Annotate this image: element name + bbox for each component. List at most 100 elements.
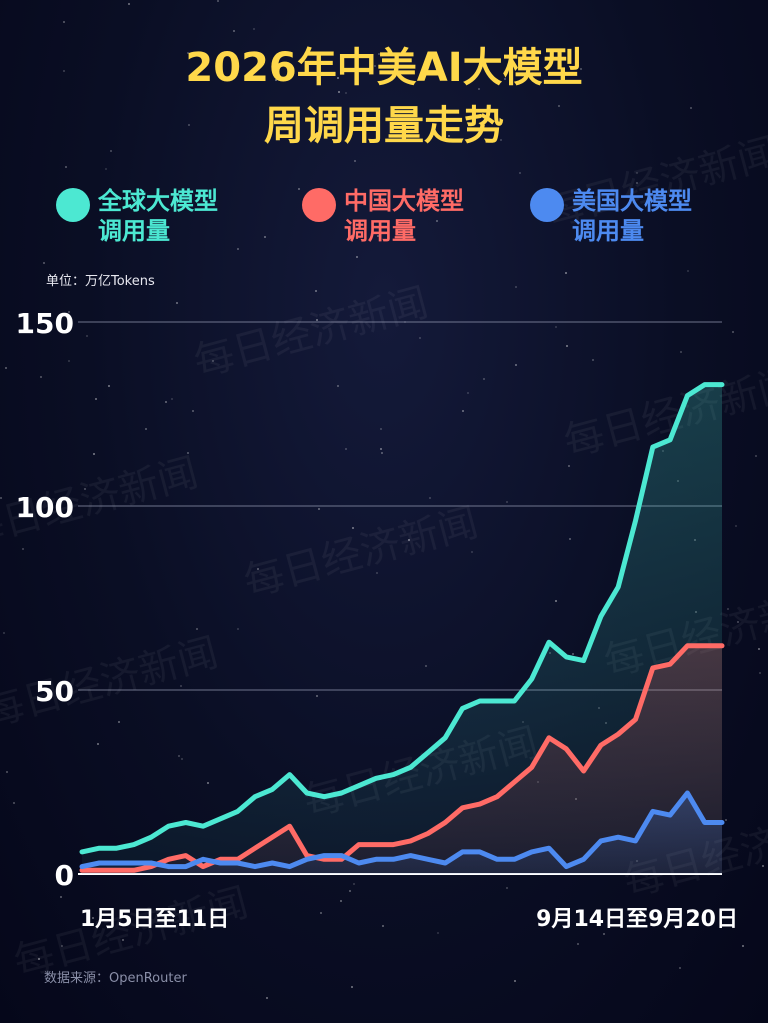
legend-label-china-line1: 中国大模型 — [344, 187, 464, 215]
star — [108, 385, 111, 388]
chart-title-line2: 周调用量走势 — [264, 103, 504, 149]
star — [351, 986, 354, 989]
star — [94, 398, 97, 401]
star — [419, 336, 422, 339]
y-tick-label-0: 0 — [55, 859, 74, 892]
star — [436, 219, 439, 222]
star — [265, 996, 268, 999]
star — [60, 896, 63, 899]
star — [754, 454, 757, 457]
star — [22, 547, 25, 550]
star — [68, 359, 71, 362]
star — [741, 945, 744, 948]
tick-layer: 0 50 100 150 1月5日至11日 9月14日至9月20日 — [16, 307, 738, 932]
line-layer — [79, 382, 725, 873]
legend-label-china: 中国大模型 调用量 — [344, 186, 464, 246]
star — [314, 290, 317, 293]
star — [12, 801, 15, 804]
star — [467, 391, 470, 394]
star — [6, 771, 9, 774]
star — [506, 501, 509, 504]
star — [176, 301, 179, 304]
star — [429, 497, 432, 499]
star — [352, 526, 355, 529]
star — [104, 167, 107, 170]
star — [379, 447, 382, 450]
star — [380, 427, 383, 430]
star — [43, 261, 46, 264]
star — [191, 410, 194, 413]
star — [232, 30, 235, 33]
star — [375, 572, 378, 574]
line-china — [79, 643, 725, 873]
star — [178, 754, 181, 757]
star — [110, 150, 113, 153]
star — [86, 334, 89, 337]
star — [257, 567, 260, 570]
star — [758, 672, 761, 675]
star — [186, 452, 189, 455]
star — [736, 621, 739, 624]
legend-label-us: 美国大模型 调用量 — [572, 186, 692, 246]
unit-label: 单位：万亿Tokens — [46, 274, 155, 289]
star — [579, 68, 582, 70]
legend-item-china: 中国大模型 调用量 — [302, 186, 464, 246]
star — [724, 818, 727, 821]
star — [482, 378, 485, 381]
star — [557, 105, 560, 108]
star — [758, 647, 761, 650]
star — [83, 487, 86, 490]
star — [518, 171, 521, 174]
star — [470, 551, 473, 554]
star — [554, 600, 557, 603]
line-global — [79, 382, 725, 855]
star — [569, 537, 572, 540]
star — [565, 344, 568, 347]
star — [555, 326, 558, 329]
star — [461, 409, 464, 412]
star — [92, 916, 95, 919]
star — [122, 938, 125, 941]
legend-label-global-line2: 调用量 — [98, 217, 170, 245]
legend-label-global-line1: 全球大模型 — [98, 187, 218, 215]
star — [345, 448, 348, 451]
star — [0, 496, 3, 499]
star — [635, 181, 638, 184]
star — [128, 3, 131, 6]
star — [67, 311, 70, 314]
area-layer — [82, 384, 722, 874]
star — [5, 366, 8, 369]
star — [195, 627, 198, 630]
star — [376, 234, 379, 237]
star — [264, 236, 267, 239]
star — [407, 538, 410, 541]
star — [275, 78, 278, 81]
star — [337, 76, 340, 79]
star — [731, 331, 734, 334]
star — [680, 351, 683, 354]
star — [356, 256, 359, 259]
star — [344, 91, 347, 94]
star — [514, 364, 517, 367]
star — [253, 28, 256, 31]
star — [61, 944, 63, 947]
star — [349, 889, 352, 892]
star — [316, 318, 318, 321]
star — [686, 269, 689, 272]
star — [187, 124, 190, 127]
star — [237, 627, 240, 630]
star — [679, 966, 682, 969]
legend-label-us-line1: 美国大模型 — [572, 187, 692, 215]
star — [591, 358, 594, 361]
star — [63, 69, 66, 72]
chart-title-line1: 2026年中美AI大模型 — [185, 45, 583, 91]
star — [354, 159, 357, 162]
star — [359, 127, 362, 130]
star — [514, 286, 517, 289]
legend-label-china-line2: 调用量 — [344, 217, 416, 245]
star — [500, 138, 503, 141]
star — [170, 397, 173, 400]
line-us — [79, 790, 725, 870]
star — [2, 631, 5, 634]
